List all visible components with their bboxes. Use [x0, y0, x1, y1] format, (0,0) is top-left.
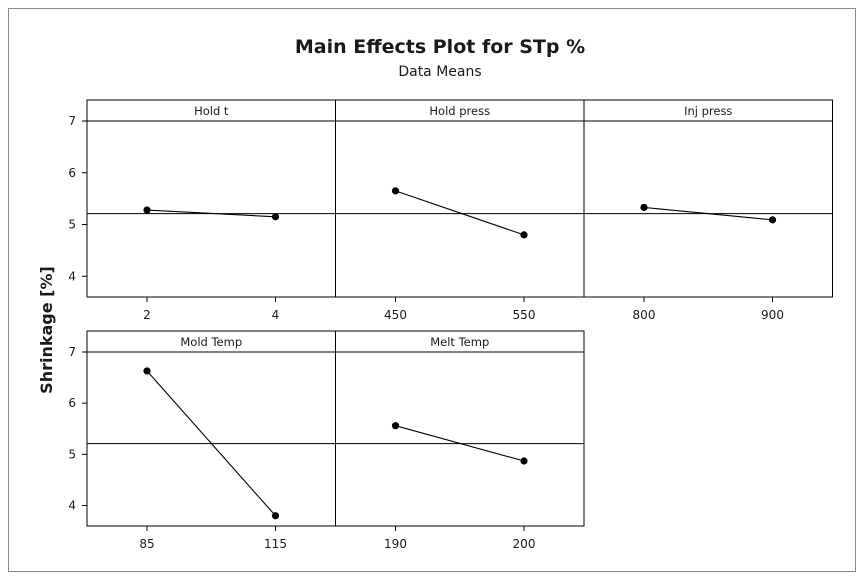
- y-axis-label: Shrinkage [%]: [37, 266, 56, 394]
- y-tick-label: 7: [68, 345, 76, 359]
- panel-melt-temp-series-line: [395, 425, 525, 462]
- y-tick-label: 5: [68, 447, 76, 461]
- x-tick-label: 190: [384, 537, 407, 551]
- panel-inj-press-point: [768, 216, 777, 224]
- panel-mold-temp-point: [271, 512, 280, 520]
- panels-group: Hold t 4 5 6 7 2 4 Hold press 450 550 Inj press 800…: [68, 99, 833, 551]
- y-tick-label: 6: [68, 166, 76, 180]
- panel-melt-temp-point: [520, 457, 528, 465]
- chart-subtitle: Data Means: [398, 64, 481, 80]
- panel-melt-temp-box: [335, 330, 585, 527]
- y-tick-label: 7: [68, 114, 76, 128]
- x-tick-label: 900: [761, 308, 784, 322]
- panel-hold-t-header: Hold t: [194, 104, 229, 118]
- y-tick-label: 4: [68, 269, 76, 283]
- panel-inj-press-header: Inj press: [684, 104, 732, 118]
- panel-hold-t-point: [143, 206, 151, 214]
- panel-hold-press-header: Hold press: [429, 104, 490, 118]
- x-tick-label: 115: [264, 537, 287, 551]
- panel-inj-press-box: [583, 99, 833, 298]
- x-tick-label: 2: [143, 308, 151, 322]
- panel-hold-press-box: [335, 99, 585, 298]
- panel-melt-temp-point: [391, 422, 400, 430]
- panel-hold-press-series-line: [395, 190, 525, 236]
- panel-hold-t-series-line: [146, 209, 276, 218]
- x-tick-label: 450: [384, 308, 407, 322]
- y-tick-label: 4: [68, 499, 76, 513]
- panel-inj-press-point: [640, 203, 648, 212]
- panel-hold-t-point: [271, 213, 280, 221]
- y-tick-label: 6: [68, 396, 76, 410]
- x-tick-label: 4: [272, 308, 280, 322]
- panel-hold-press-point: [520, 231, 528, 239]
- panel-melt-temp-header: Melt Temp: [430, 335, 489, 349]
- panel-mold-temp-point: [143, 367, 151, 375]
- x-tick-label: 200: [513, 537, 536, 551]
- panel-hold-t-box: [86, 99, 336, 298]
- y-tick-label: 5: [68, 218, 76, 232]
- panel-hold-press-point: [391, 187, 400, 195]
- panel-mold-temp-series-line: [146, 370, 276, 517]
- panel-inj-press-series-line: [643, 206, 773, 221]
- panel-mold-temp-header: Mold Temp: [180, 335, 242, 349]
- x-tick-label: 800: [633, 308, 656, 322]
- panel-mold-temp-box: [86, 330, 336, 527]
- x-tick-label: 85: [139, 537, 154, 551]
- x-tick-label: 550: [513, 308, 536, 322]
- chart-title: Main Effects Plot for STp %: [295, 36, 585, 58]
